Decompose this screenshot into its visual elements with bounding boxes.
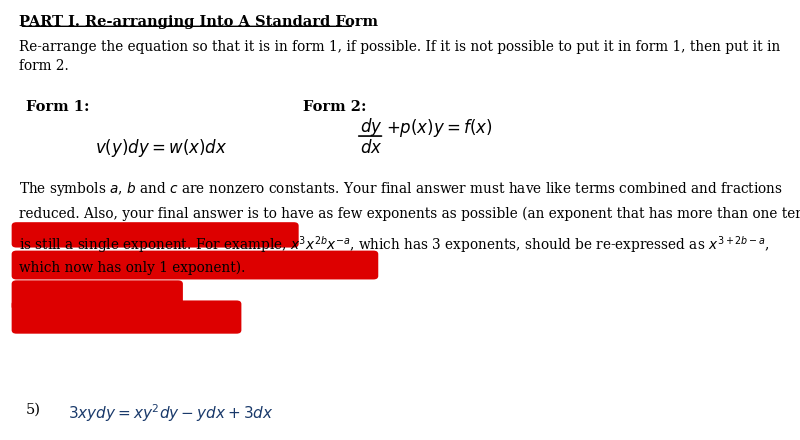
Text: reduced. Also, your final answer is to have as few exponents as possible (an exp: reduced. Also, your final answer is to h…	[19, 207, 800, 221]
Text: Form 1:: Form 1:	[26, 100, 89, 114]
Text: $dx$: $dx$	[360, 139, 382, 157]
Text: Form 2:: Form 2:	[303, 100, 366, 114]
Text: $3xydy = xy^2dy - ydx + 3dx$: $3xydy = xy^2dy - ydx + 3dx$	[68, 403, 274, 425]
Text: $+ p(x)y = f(x)$: $+ p(x)y = f(x)$	[386, 117, 493, 139]
FancyBboxPatch shape	[12, 301, 242, 334]
FancyBboxPatch shape	[12, 251, 378, 279]
Text: The symbols $a$, $b$ and $c$ are nonzero constants. Your final answer must have : The symbols $a$, $b$ and $c$ are nonzero…	[19, 180, 783, 198]
Text: which now has only 1 exponent).: which now has only 1 exponent).	[19, 261, 246, 275]
Text: 5): 5)	[26, 403, 41, 417]
Text: is still a single exponent. For example, $x^3x^{2b}x^{-a}$, which has 3 exponent: is still a single exponent. For example,…	[19, 234, 770, 255]
Text: $dy$: $dy$	[360, 116, 382, 138]
Text: PART I. Re-arranging Into A Standard Form: PART I. Re-arranging Into A Standard For…	[19, 15, 378, 29]
Text: $v(y)dy = w(x)dx$: $v(y)dy = w(x)dx$	[95, 137, 227, 159]
Text: Re-arrange the equation so that it is in form 1, if possible. If it is not possi: Re-arrange the equation so that it is in…	[19, 40, 781, 73]
FancyBboxPatch shape	[12, 280, 183, 310]
FancyBboxPatch shape	[12, 222, 298, 248]
